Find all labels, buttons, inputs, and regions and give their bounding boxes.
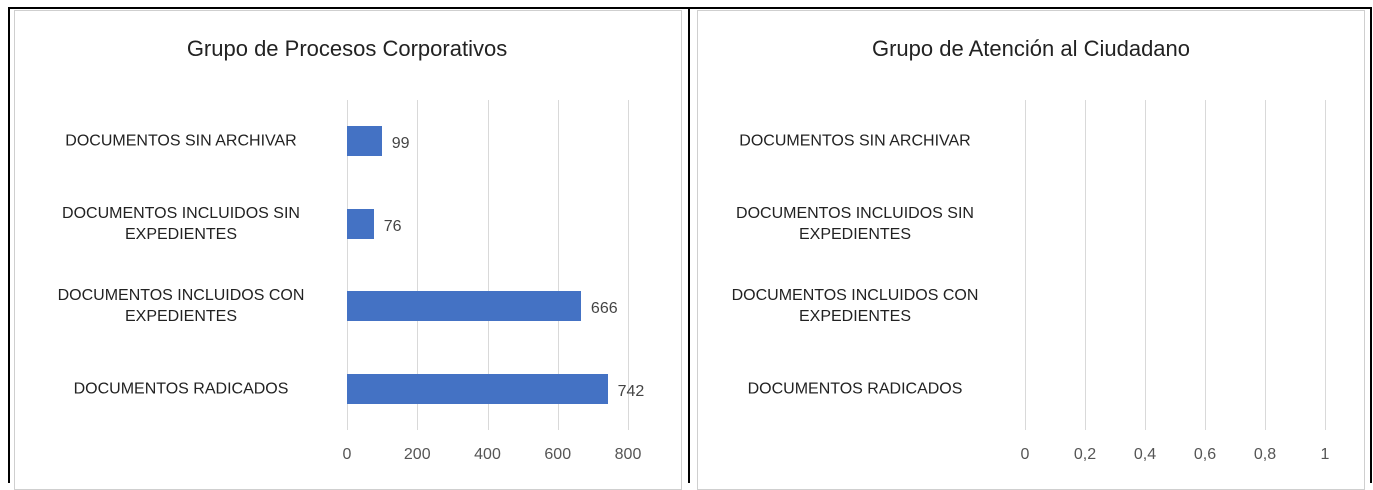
bar: [347, 373, 608, 404]
chart-panel: [697, 10, 1365, 490]
value-label: 742: [617, 382, 645, 400]
chart-title: Grupo de Procesos Corporativos: [186, 36, 508, 61]
category-label: DOCUMENTOS INCLUIDOS CON EXPEDIENTES: [57, 287, 305, 326]
category-label: DOCUMENTOS RADICADOS: [73, 380, 289, 398]
grid-line: [557, 100, 559, 430]
category-label: DOCUMENTOS RADICADOS: [747, 380, 963, 398]
category-label: DOCUMENTOS INCLUIDOS CON EXPEDIENTES: [731, 287, 979, 326]
category-label: DOCUMENTOS INCLUIDOS SIN EXPEDIENTES: [736, 204, 974, 243]
x-tick-label: 200: [403, 446, 431, 463]
category-label: DOCUMENTOS SIN ARCHIVAR: [65, 132, 297, 150]
value-label: 99: [391, 135, 410, 153]
x-tick-label: 0: [1020, 446, 1030, 463]
frame-right: [1370, 7, 1372, 483]
grid-line: [628, 100, 629, 430]
grid-line: [1025, 100, 1026, 430]
x-tick-label: 0,6: [1193, 446, 1217, 463]
x-tick-label: 400: [474, 446, 501, 463]
chart-title: Grupo de Atención al Ciudadano: [871, 36, 1191, 61]
x-tick-label: 0: [342, 446, 352, 463]
frame-top: [8, 7, 1372, 9]
x-tick-label: 0,4: [1133, 446, 1157, 463]
x-tick-label: 0,2: [1073, 446, 1097, 463]
grid-line: [347, 100, 348, 430]
chart-panel: [14, 10, 682, 490]
grid-line: [1325, 100, 1326, 430]
value-label: 76: [383, 217, 402, 235]
grid-line: [487, 100, 489, 430]
grid-line: [1205, 100, 1206, 430]
x-tick-label: 1: [1320, 446, 1330, 463]
grid-line: [1085, 100, 1086, 430]
x-tick-label: 800: [614, 446, 642, 463]
grid-line: [1265, 100, 1266, 430]
value-label: 666: [590, 300, 618, 318]
frame-divider: [688, 7, 690, 483]
grid-line: [417, 100, 419, 430]
frame-left: [8, 7, 10, 483]
bar: [347, 208, 374, 239]
category-label: DOCUMENTOS SIN ARCHIVAR: [739, 132, 971, 150]
bar: [347, 291, 581, 322]
x-tick-label: 0,8: [1253, 446, 1277, 463]
bar: [347, 126, 382, 157]
x-tick-label: 600: [544, 446, 572, 463]
grid-line: [1145, 100, 1146, 430]
category-label: DOCUMENTOS INCLUIDOS SIN EXPEDIENTES: [62, 204, 300, 243]
